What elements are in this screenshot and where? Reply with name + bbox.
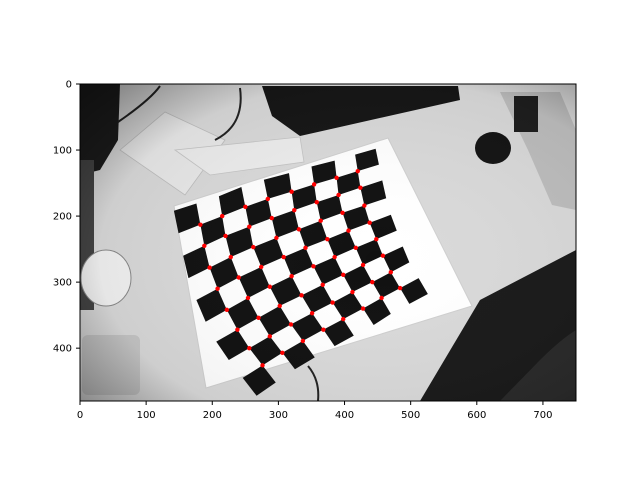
- plot-frame: [79, 83, 577, 402]
- x-tick-label: 100: [137, 410, 156, 421]
- corner-point: [247, 224, 252, 229]
- corner-point: [245, 295, 251, 301]
- corner-point: [367, 220, 372, 225]
- corner-point: [336, 192, 341, 198]
- corner-point: [309, 310, 315, 316]
- corner-point: [355, 168, 360, 174]
- corner-point: [300, 338, 306, 344]
- corner-point: [269, 215, 274, 221]
- corner-point: [311, 264, 316, 269]
- corner-point: [267, 334, 273, 339]
- corner-point: [256, 315, 261, 320]
- corner-point: [288, 322, 294, 327]
- corner-point: [260, 363, 265, 368]
- y-tick-label: 300: [53, 278, 72, 289]
- corner-point: [332, 254, 337, 260]
- corner-point: [318, 218, 323, 223]
- corner-point: [299, 293, 304, 298]
- corner-point: [224, 307, 230, 313]
- x-tick-label: 0: [77, 410, 83, 421]
- corner-point: [223, 233, 228, 239]
- corner-point: [236, 275, 241, 280]
- x-axis: 0 100 200 300 400 500 600 700: [77, 401, 552, 421]
- x-tick-label: 500: [401, 410, 420, 421]
- corner-point: [320, 282, 325, 287]
- corner-point: [235, 327, 240, 332]
- corner-point: [198, 222, 203, 227]
- corner-point: [374, 236, 379, 242]
- corner-markers: [198, 168, 403, 368]
- corner-point: [277, 303, 282, 309]
- corner-point: [281, 254, 286, 260]
- corner-point: [379, 295, 384, 301]
- corner-point: [243, 204, 248, 210]
- corner-point: [353, 245, 358, 250]
- corner-point: [274, 235, 279, 241]
- corner-point: [314, 200, 319, 205]
- corner-point: [215, 286, 220, 291]
- corner-point: [296, 227, 302, 232]
- corner-point: [303, 245, 308, 250]
- corner-point: [247, 345, 252, 351]
- corner-point: [346, 228, 351, 233]
- corner-point: [292, 207, 297, 213]
- y-tick-label: 200: [53, 212, 72, 223]
- corner-point: [267, 284, 273, 289]
- x-tick-label: 300: [269, 410, 288, 421]
- y-axis: 0 100 200 300 400: [53, 80, 80, 355]
- y-tick-label: 400: [53, 344, 72, 355]
- x-tick-label: 200: [203, 410, 222, 421]
- corner-point: [341, 272, 346, 278]
- corner-point: [370, 279, 375, 285]
- x-tick-label: 400: [335, 410, 354, 421]
- corner-point: [350, 289, 355, 295]
- corner-point: [259, 264, 264, 270]
- corner-point: [360, 262, 366, 268]
- corner-point: [289, 189, 294, 194]
- x-tick-label: 600: [467, 410, 486, 421]
- corner-point: [311, 182, 317, 187]
- corner-point: [360, 306, 366, 311]
- corner-point: [380, 253, 386, 258]
- corner-point: [265, 196, 271, 202]
- x-tick-label: 700: [533, 410, 552, 421]
- corner-point: [219, 213, 225, 219]
- corner-point: [341, 316, 346, 322]
- corner-point: [280, 350, 285, 355]
- corner-point: [334, 175, 339, 180]
- corner-point: [202, 243, 207, 249]
- corner-point: [358, 185, 363, 190]
- y-tick-label: 100: [53, 146, 72, 157]
- corner-point: [251, 244, 256, 250]
- corner-point: [330, 300, 335, 305]
- corner-point: [397, 285, 403, 291]
- corner-point: [325, 236, 330, 242]
- y-tick-label: 0: [66, 80, 72, 91]
- corner-point: [228, 254, 233, 260]
- corner-point: [340, 210, 345, 215]
- desk-photo: [80, 84, 576, 401]
- corner-point: [388, 270, 394, 275]
- corner-point: [362, 203, 367, 208]
- corner-point: [207, 265, 212, 270]
- corner-point: [321, 327, 326, 332]
- corner-point: [289, 273, 294, 279]
